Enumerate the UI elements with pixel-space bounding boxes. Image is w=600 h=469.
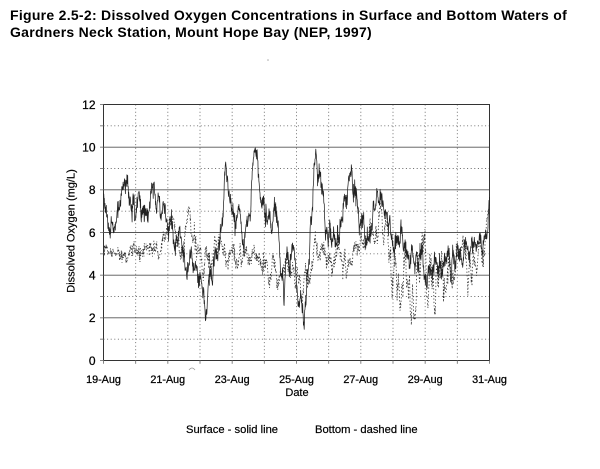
svg-text:Gardners Neck Station, Mount H: Gardners Neck Station, Mount Hope Bay (N… (10, 24, 372, 40)
svg-text:4: 4 (89, 269, 96, 283)
svg-text:2: 2 (89, 311, 96, 325)
svg-text:21-Aug: 21-Aug (150, 374, 185, 386)
svg-text:25-Aug: 25-Aug (279, 374, 314, 386)
svg-text:8: 8 (89, 183, 96, 197)
svg-text:23-Aug: 23-Aug (215, 374, 250, 386)
svg-text:Bottom - dashed line: Bottom - dashed line (315, 424, 418, 436)
svg-text:6: 6 (89, 226, 96, 240)
svg-text:10: 10 (82, 141, 96, 155)
svg-text:0: 0 (89, 354, 96, 368)
svg-text:Surface - solid line: Surface - solid line (186, 424, 278, 436)
svg-text:31-Aug: 31-Aug (472, 374, 507, 386)
svg-text:12: 12 (82, 98, 96, 112)
svg-text:Figure 2.5-2: Dissolved Oxygen: Figure 2.5-2: Dissolved Oxygen Concentra… (10, 7, 567, 23)
svg-text:Dissolved Oxygen (mg/L): Dissolved Oxygen (mg/L) (66, 169, 78, 293)
svg-text:29-Aug: 29-Aug (408, 374, 443, 386)
svg-text:Date: Date (285, 387, 308, 399)
svg-text:19-Aug: 19-Aug (86, 374, 121, 386)
svg-text:27-Aug: 27-Aug (343, 374, 378, 386)
